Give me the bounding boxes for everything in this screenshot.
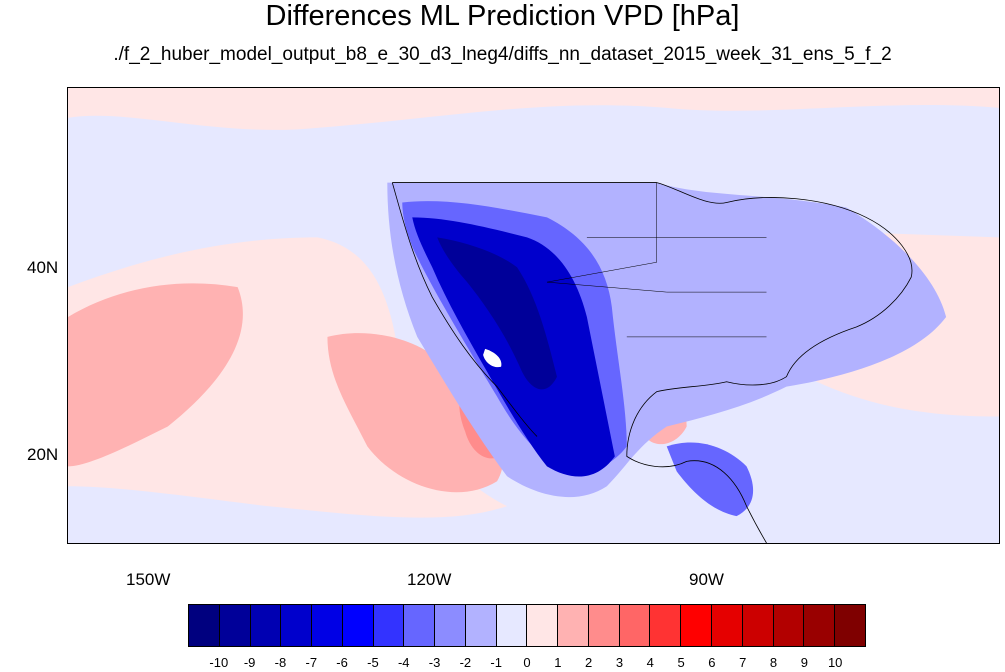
colorbar-swatch [742,605,774,646]
colorbar-swatch [435,605,466,646]
colorbar-swatch [404,605,436,646]
state-borders [546,182,767,338]
colorbar-tick-label: 5 [677,655,685,670]
colorbar-tick-label: 3 [615,655,624,670]
colorbar-tick-label: -3 [428,655,441,670]
colorbar-tick-label: -10 [209,655,229,670]
colorbar-swatch [496,605,528,646]
pink-patch-baja-offshore [327,333,504,493]
colorbar-swatch [281,605,313,646]
colorbar-swatch [681,605,713,646]
vpd-difference-field [68,88,999,543]
colorbar-swatch [527,605,559,646]
colorbar-tick-label: 1 [554,655,562,670]
coastline-outline [392,182,913,543]
colorbar-tick-label: 6 [708,655,716,670]
colorbar-swatch [619,605,651,646]
colorbar-swatch [773,605,805,646]
colorbar-swatch [558,605,589,646]
colorbar-tick-label: 9 [800,655,808,670]
colorbar-swatch [465,605,497,646]
colorbar-swatch [650,605,682,646]
colorbar-swatch [342,605,374,646]
colorbar-tick-label: -2 [459,655,472,670]
colorbar-tick-label: -4 [397,655,410,670]
colorbar-tick-label: 7 [739,655,747,670]
lon-tick-label: 90W [689,570,724,589]
plot-subtitle: ./f_2_huber_model_output_b8_e_30_d3_lneg… [113,44,892,65]
colorbar-swatch [835,605,865,646]
colorbar-swatch [189,605,220,646]
lat-tick-label: 20N [27,445,59,464]
colorbar [188,604,866,647]
baja-gulf-gap [483,348,502,368]
colorbar-tick-label: 8 [769,655,778,670]
plot-title: Differences ML Prediction VPD [hPa] [265,0,740,32]
colorbar-tick-label: -5 [367,655,379,670]
colorbar-swatch [712,605,743,646]
colorbar-tick-label: -8 [274,655,287,670]
colorbar-swatch [588,605,620,646]
pacific-coastline [391,182,538,437]
colorbar-tick-label: -1 [490,655,502,670]
lon-tick-label: 120W [407,570,452,589]
colorbar-swatch [219,605,251,646]
lon-tick-label: 150W [126,570,171,589]
colorbar-tick-label: -7 [305,655,318,670]
colorbar-tick-label: -9 [243,655,256,670]
colorbar-swatch [312,605,343,646]
colorbar-swatch [250,605,282,646]
colorbar-tick-label: -6 [336,655,348,670]
pink-band-north [68,88,999,130]
colorbar-tick-label: 10 [827,655,843,670]
colorbar-swatch [373,605,405,646]
colorbar-swatch [804,605,836,646]
colorbar-tick-label: 0 [523,655,531,670]
map-panel [67,87,1000,544]
pink-patch-pacific-west [68,283,243,467]
colorbar-tick-label: 2 [585,655,593,670]
colorbar-tick-label: 4 [646,655,654,670]
lat-tick-label: 40N [27,258,59,277]
darkest-blue-core [437,237,557,390]
